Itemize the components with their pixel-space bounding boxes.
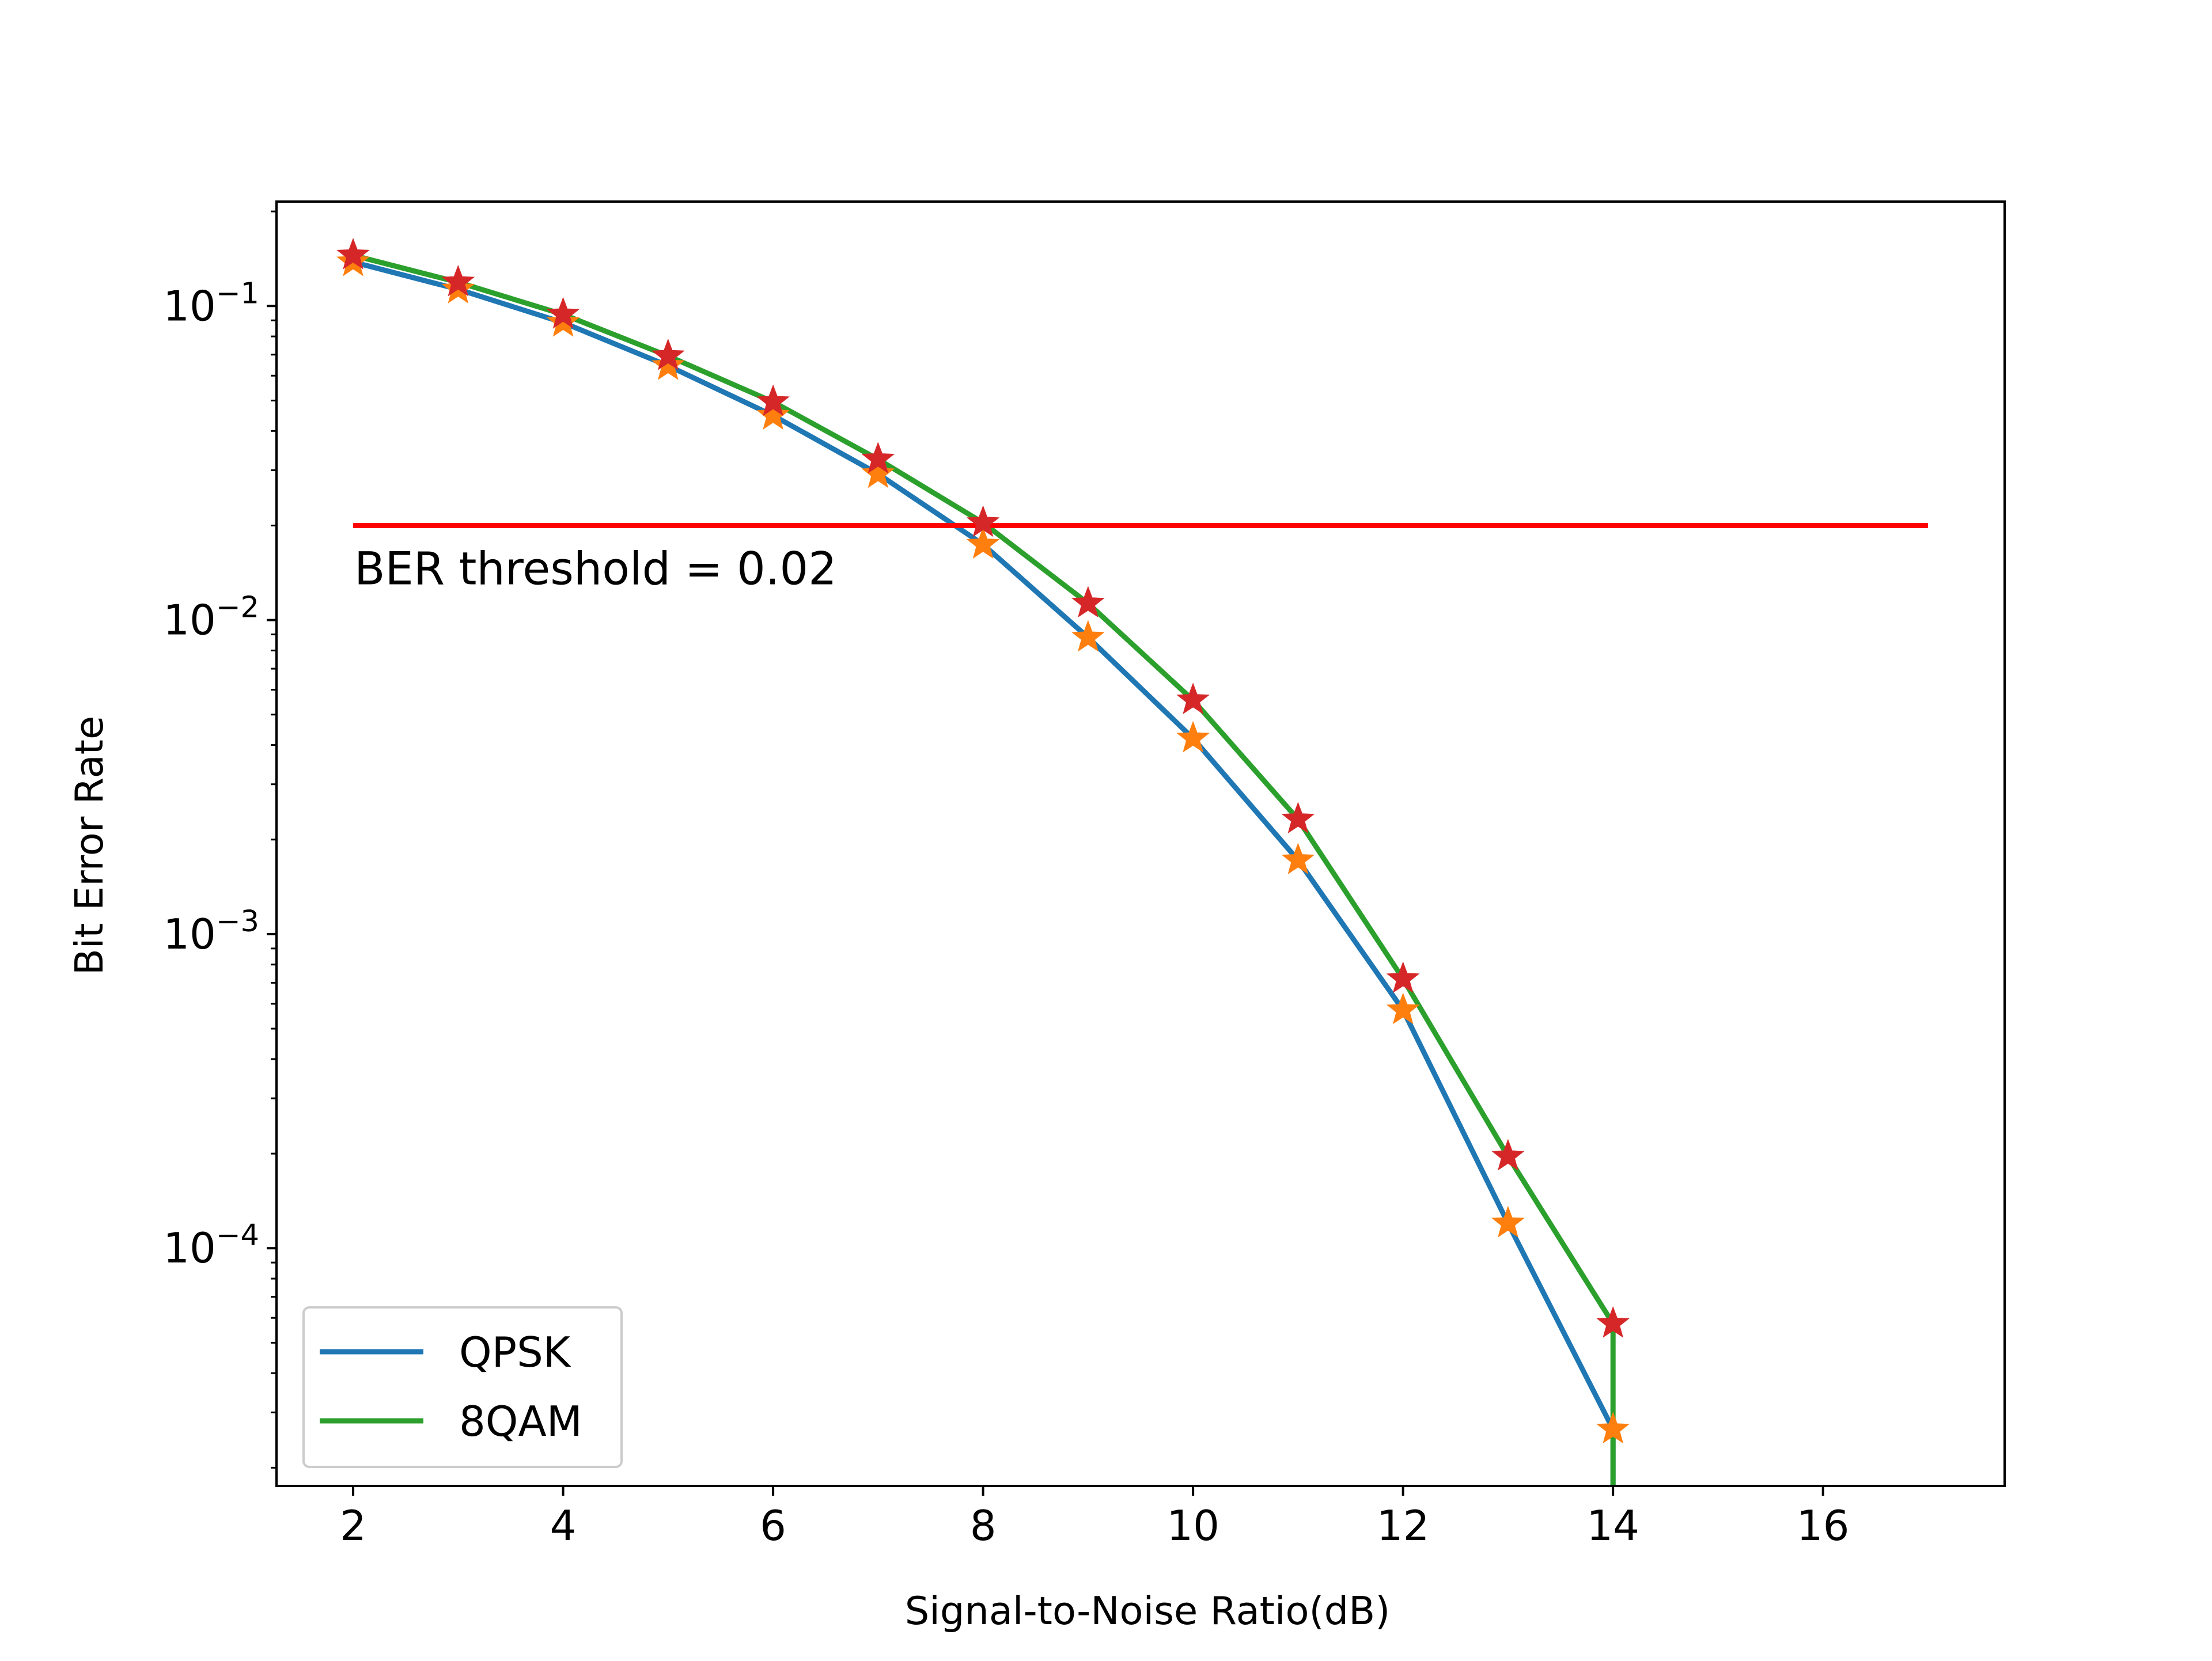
series-line-qpsk [352, 259, 1616, 1486]
marker-8qam [1386, 961, 1420, 993]
marker-8qam [1491, 1139, 1525, 1171]
y-tick-exponent: −2 [216, 591, 259, 625]
marker-qpsk [1386, 992, 1420, 1025]
marker-qpsk [1596, 1412, 1630, 1444]
y-tick-label: 10−4 [163, 1219, 259, 1272]
plot-inner [336, 238, 1928, 1486]
x-tick-label: 4 [550, 1501, 577, 1550]
marker-8qam [652, 338, 685, 370]
marker-8qam [1281, 802, 1315, 834]
y-axis-label: Bit Error Rate [67, 716, 112, 975]
marker-8qam [1176, 682, 1210, 715]
x-tick-label: 16 [1797, 1501, 1850, 1550]
marker-qpsk [1176, 720, 1210, 753]
y-tick-exponent: −3 [216, 905, 259, 939]
legend-box [302, 1306, 623, 1468]
plot-area: BER threshold = 0.02 [336, 238, 1928, 1486]
threshold-label: BER threshold = 0.02 [354, 543, 837, 595]
marker-qpsk [756, 398, 790, 430]
y-tick-label: 10−3 [163, 905, 259, 958]
y-tick-label: 10−2 [163, 591, 259, 644]
axes-frame [275, 200, 2006, 1487]
marker-qpsk [652, 348, 685, 380]
x-tick-label: 6 [760, 1501, 786, 1550]
y-tick-base: 10 [163, 282, 216, 330]
legend-label-qpsk: QPSK [459, 1328, 571, 1376]
y-tick-exponent: −4 [216, 1219, 259, 1253]
legend: QPSK 8QAM [302, 1306, 623, 1468]
legend-label-8qam: 8QAM [459, 1397, 582, 1446]
marker-qpsk [861, 456, 895, 488]
marker-8qam [546, 297, 580, 329]
x-tick-label: 14 [1586, 1501, 1639, 1550]
marker-8qam [336, 238, 370, 270]
marker-8qam [1071, 586, 1105, 618]
x-tick-label: 2 [340, 1501, 366, 1550]
y-tick-base: 10 [163, 910, 216, 958]
marker-8qam [756, 384, 790, 416]
marker-8qam [861, 442, 895, 473]
marker-8qam [966, 505, 1000, 537]
y-tick-label: 10−1 [163, 276, 259, 330]
y-tick-base: 10 [163, 596, 216, 644]
marker-qpsk [1281, 843, 1315, 874]
series-line-8qam [352, 252, 1616, 1486]
x-tick-label: 12 [1377, 1501, 1430, 1550]
marker-qpsk [1491, 1205, 1525, 1238]
y-tick-exponent: −1 [216, 276, 259, 310]
marker-8qam [441, 264, 475, 297]
x-axis-label: Signal-to-Noise Ratio(dB) [905, 1588, 1391, 1633]
marker-8qam [1596, 1306, 1630, 1338]
y-tick-base: 10 [163, 1224, 216, 1272]
x-tick-label: 10 [1166, 1501, 1219, 1550]
marker-qpsk [966, 527, 1000, 559]
x-tick-label: 8 [970, 1501, 997, 1550]
marker-qpsk [1071, 620, 1105, 652]
